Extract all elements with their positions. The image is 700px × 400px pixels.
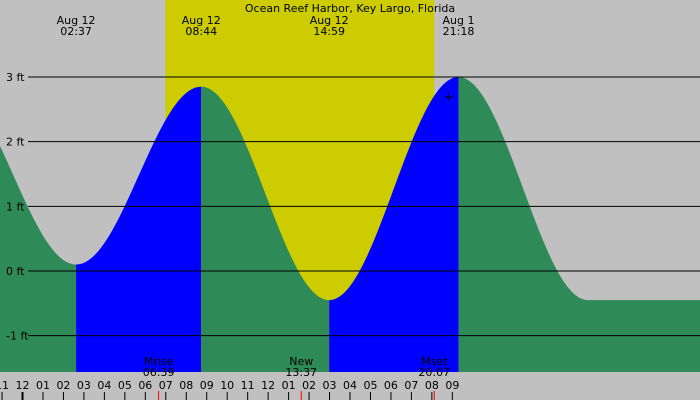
tide-date-label: Aug 12	[57, 14, 96, 27]
tide-marker	[444, 93, 453, 101]
moon-event-label: Mrise	[144, 355, 174, 368]
x-tick-label: 03	[323, 379, 337, 392]
x-tick-label: 07	[159, 379, 173, 392]
falling-tide-area	[201, 86, 330, 372]
y-tick-label: 0 ft	[6, 265, 25, 278]
falling-tide-area	[0, 146, 77, 372]
moon-event-time: 20:07	[418, 366, 450, 379]
x-tick-label: 08	[425, 379, 439, 392]
x-tick-label: 11	[0, 379, 9, 392]
falling-tide-area	[458, 77, 700, 372]
x-tick-label: 10	[220, 379, 234, 392]
tide-date-label: Aug 12	[182, 14, 221, 27]
x-tick-label: 12	[16, 379, 30, 392]
tide-time-label: 21:18	[443, 25, 475, 38]
tide-time-label: 02:37	[60, 25, 92, 38]
x-tick-label: 09	[445, 379, 459, 392]
x-tick-label: 04	[97, 379, 111, 392]
x-tick-label: 08	[179, 379, 193, 392]
x-tick-label: 06	[138, 379, 152, 392]
x-tick-label: 07	[404, 379, 418, 392]
x-tick-label: 04	[343, 379, 357, 392]
chart-title: Ocean Reef Harbor, Key Largo, Florida	[245, 2, 455, 15]
x-tick-label: 03	[77, 379, 91, 392]
x-tick-label: 02	[302, 379, 316, 392]
tide-time-label: 08:44	[185, 25, 217, 38]
tide-date-label: Aug 1	[442, 14, 474, 27]
midnight-marker	[21, 392, 24, 400]
x-tick-label: 11	[241, 379, 255, 392]
moon-event-label: Mset	[421, 355, 448, 368]
y-tick-label: -1 ft	[6, 330, 29, 343]
y-tick-label: 2 ft	[6, 136, 25, 149]
x-tick-label: 05	[118, 379, 132, 392]
x-tick-label: 09	[200, 379, 214, 392]
x-tick-label: 01	[282, 379, 296, 392]
tide-date-label: Aug 12	[310, 14, 349, 27]
moon-event-label: New	[289, 355, 313, 368]
rising-tide-area	[329, 77, 459, 372]
x-tick-label: 02	[56, 379, 70, 392]
y-tick-label: 1 ft	[6, 200, 25, 213]
x-tick-label: 06	[384, 379, 398, 392]
y-tick-label: 3 ft	[6, 71, 25, 84]
x-tick-label: 12	[261, 379, 275, 392]
tide-time-label: 14:59	[313, 25, 345, 38]
x-tick-label: 01	[36, 379, 50, 392]
moon-event-time: 13:37	[285, 366, 317, 379]
moon-event-time: 06:39	[143, 366, 175, 379]
x-tick-label: 05	[363, 379, 377, 392]
rising-tide-area	[76, 86, 202, 372]
